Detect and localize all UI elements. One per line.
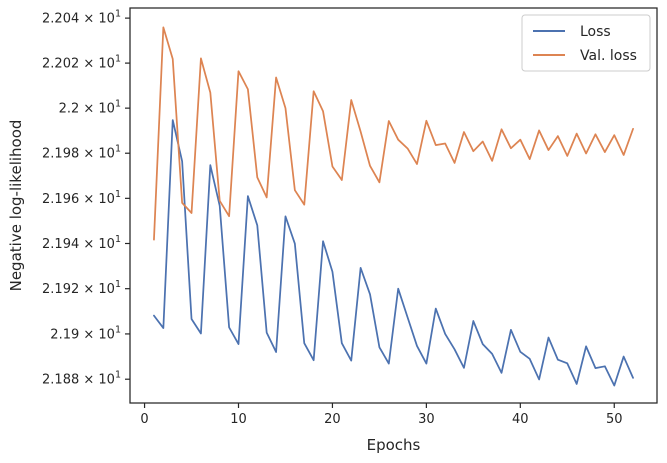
y-tick-label: 2.2 × 101 [59, 99, 121, 117]
series-line-val-loss [153, 26, 634, 241]
series-layer [153, 26, 634, 387]
x-axis-ticks: 0 10 20 30 40 50 [140, 403, 623, 427]
y-tick-label: 2.204 × 101 [42, 9, 121, 27]
legend-box [521, 14, 651, 72]
x-tick-label: 20 [324, 412, 341, 427]
y-tick-label: 2.19 × 101 [50, 324, 121, 342]
y-tick-label: 2.198 × 101 [42, 144, 121, 162]
x-tick-label: 40 [512, 412, 529, 427]
x-tick-label: 50 [606, 412, 623, 427]
y-axis-ticks: 2.204 × 101 2.202 × 101 2.2 × 101 2.198 × 1… [42, 9, 130, 388]
legend-label-val-loss: Val. loss [580, 48, 637, 64]
series-line-loss [153, 119, 634, 387]
x-tick-label: 0 [140, 412, 148, 427]
x-tick-label: 30 [418, 412, 435, 427]
y-tick-label: 2.192 × 101 [42, 279, 121, 297]
plot-area [130, 8, 657, 403]
plot-frame [129, 7, 658, 404]
y-tick-label: 2.196 × 101 [42, 189, 121, 207]
legend-label-loss: Loss [580, 24, 611, 40]
y-axis-label: Negative log-likelihood [7, 120, 25, 292]
x-axis-label: Epochs [367, 436, 421, 454]
x-tick-label: 10 [230, 412, 247, 427]
y-tick-label: 2.188 × 101 [42, 370, 121, 388]
y-tick-label: 2.202 × 101 [42, 54, 121, 72]
y-tick-label: 2.194 × 101 [42, 234, 121, 252]
legend: Loss Val. loss [521, 14, 651, 72]
